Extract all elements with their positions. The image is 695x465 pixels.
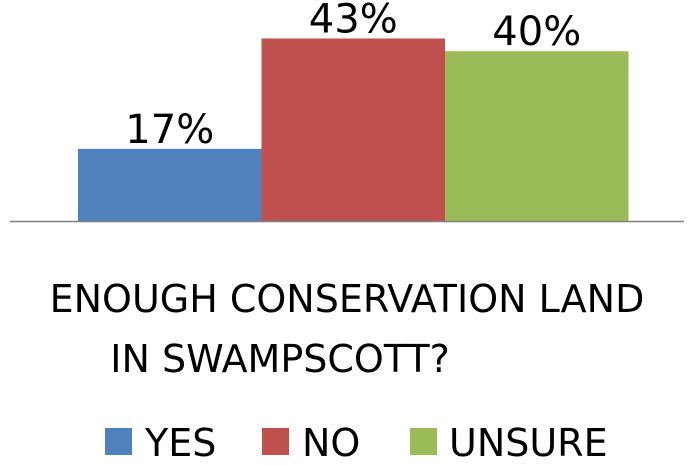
legend-swatch-unsure (410, 428, 437, 455)
data-labels-group: 17% 43% 40% (125, 0, 581, 153)
chart-title-line-1: ENOUGH CONSERVATION LAND (50, 277, 645, 321)
bar-yes (78, 148, 262, 221)
legend-label-no: NO (302, 421, 360, 465)
bars-group (78, 38, 629, 221)
legend-label-unsure: UNSURE (449, 421, 608, 465)
data-label-no: 43% (309, 0, 398, 42)
data-label-unsure: 40% (492, 9, 581, 55)
legend: YES NO UNSURE (105, 421, 608, 465)
legend-swatch-no (262, 428, 289, 455)
chart-title-line-2: IN SWAMPSCOTT? (110, 337, 450, 381)
legend-label-yes: YES (144, 421, 216, 465)
legend-swatch-yes (105, 428, 132, 455)
bar-unsure (445, 51, 629, 221)
bar-no (261, 38, 445, 221)
data-label-yes: 17% (125, 107, 214, 153)
